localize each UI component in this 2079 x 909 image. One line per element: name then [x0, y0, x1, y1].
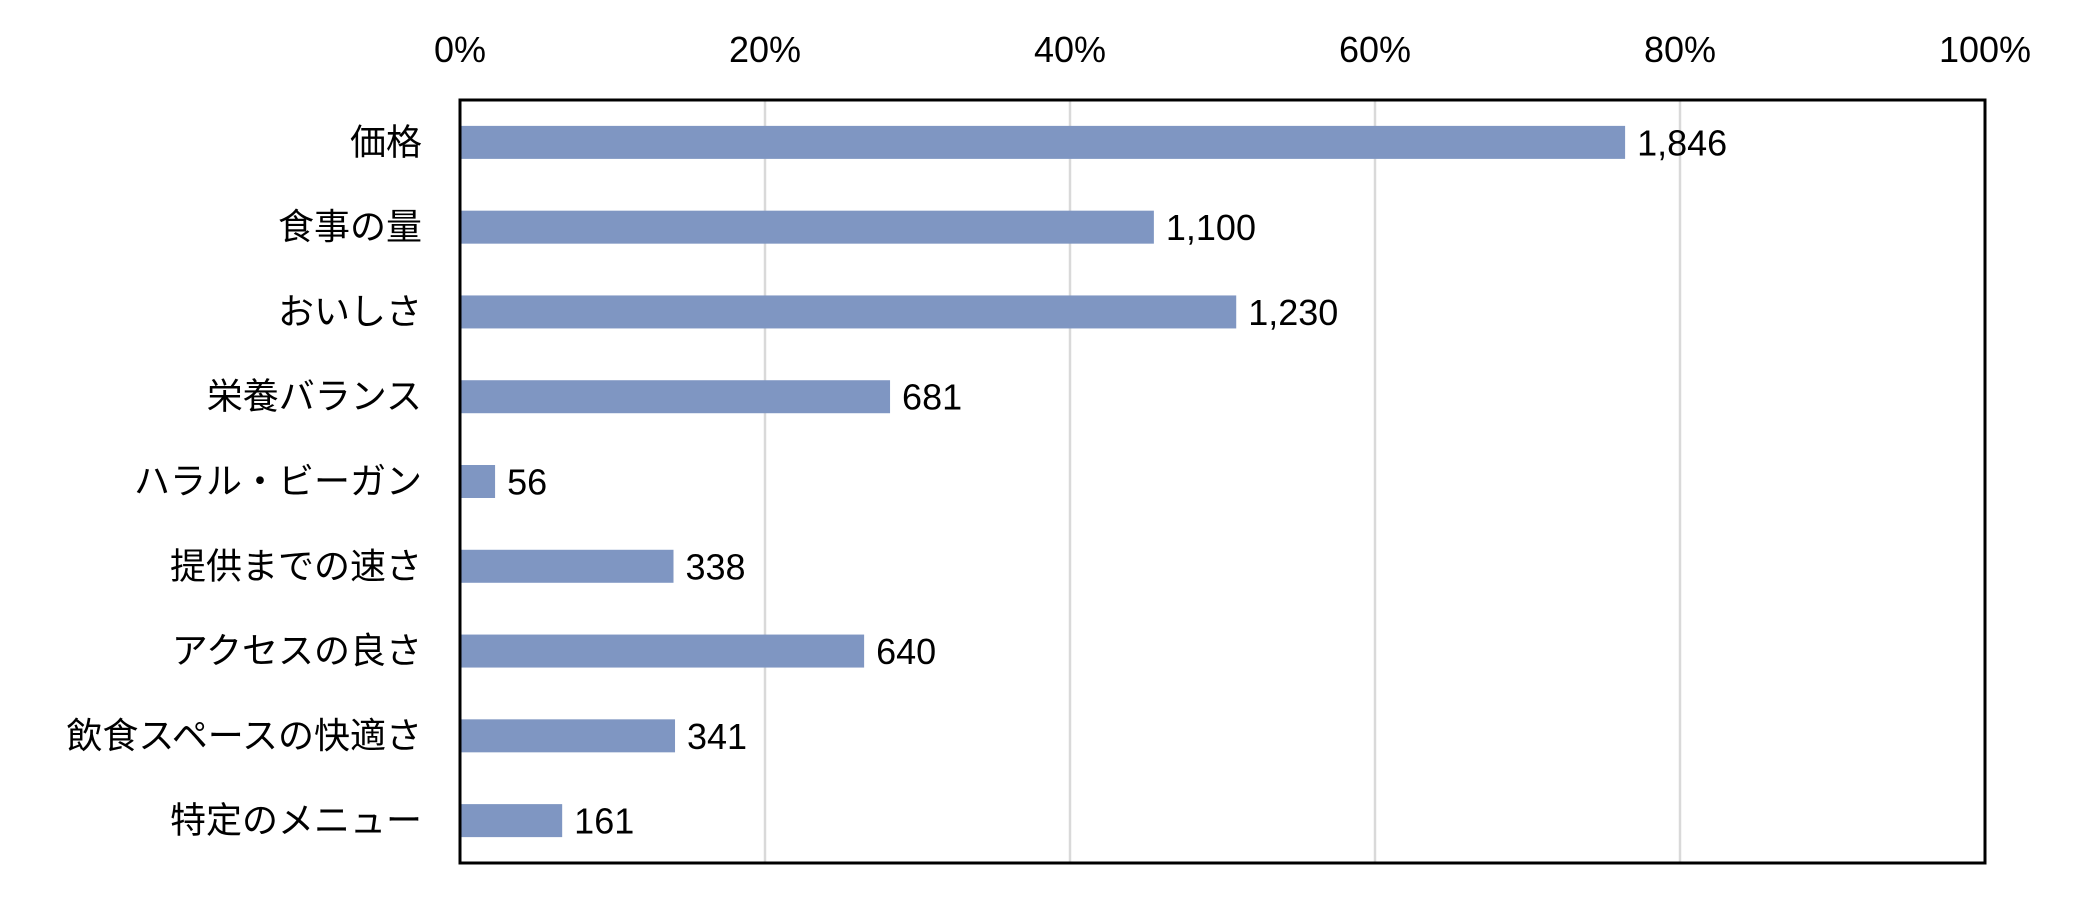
category-label: 食事の量: [278, 207, 422, 248]
category-labels: 価格食事の量おいしさ栄養バランスハラル・ビーガン提供までの速さアクセスの良さ飲食…: [66, 122, 422, 841]
data-labels: 1,846 1,100 1,230 681 56 338 640 341 161: [507, 122, 1727, 841]
data-label: 338: [686, 546, 746, 587]
data-label: 640: [876, 631, 936, 672]
data-label: 1,846: [1637, 122, 1727, 163]
bar: [460, 719, 676, 753]
bar: [460, 295, 1237, 329]
x-tick-label: 0%: [434, 29, 486, 70]
x-axis-tick-labels: 0% 20% 40% 60% 80% 100%: [434, 29, 2031, 70]
data-label: 161: [574, 801, 634, 842]
category-label: 特定のメニュー: [170, 801, 422, 842]
bar: [460, 804, 563, 838]
category-label: ハラル・ビーガン: [134, 462, 422, 503]
category-label: おいしさ: [278, 292, 422, 333]
data-label: 1,100: [1166, 207, 1256, 248]
category-label: 提供までの速さ: [170, 546, 422, 587]
bar: [460, 549, 674, 583]
data-label: 56: [507, 462, 547, 503]
data-label: 681: [902, 377, 962, 418]
x-tick-label: 60%: [1339, 29, 1411, 70]
category-label: アクセスの良さ: [172, 631, 422, 672]
x-tick-label: 40%: [1034, 29, 1106, 70]
data-label: 341: [687, 716, 747, 757]
category-label: 価格: [350, 122, 422, 163]
x-tick-label: 100%: [1939, 29, 2031, 70]
plot-area-frame: [458, 98, 1987, 865]
x-tick-label: 20%: [729, 29, 801, 70]
bar: [460, 634, 865, 668]
bar: [460, 125, 1626, 159]
bars: [460, 125, 1626, 838]
bar: [460, 380, 891, 414]
category-label: 飲食スペースの快適さ: [66, 716, 422, 757]
x-tick-label: 80%: [1644, 29, 1716, 70]
bar: [460, 210, 1154, 244]
data-label: 1,230: [1248, 292, 1338, 333]
bar: [460, 465, 496, 498]
category-label: 栄養バランス: [207, 377, 422, 418]
